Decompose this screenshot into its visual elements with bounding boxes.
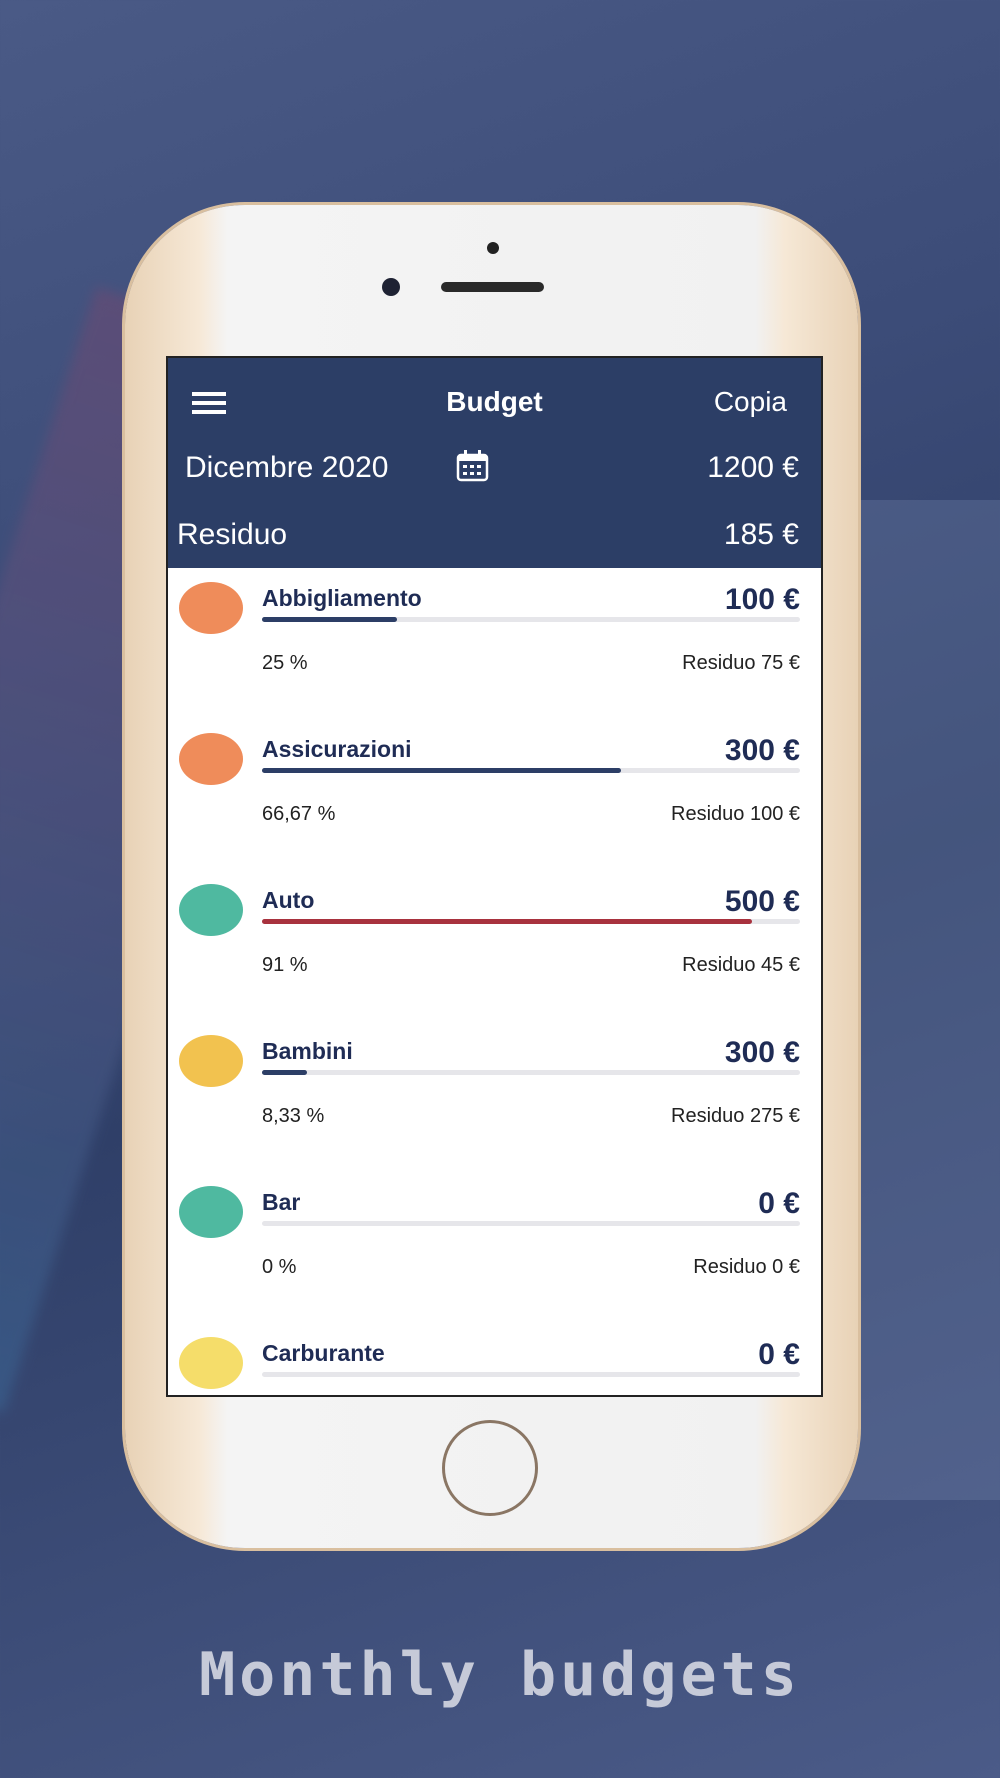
remaining-label: Residuo 275 € [671,1105,800,1127]
category-name: Assicurazioni [262,736,412,762]
remaining-label: Residuo [177,518,288,551]
category-icon [179,1035,243,1087]
menu-icon[interactable] [192,390,228,416]
remaining-label: Residuo 45 € [682,954,800,976]
budget-row[interactable]: Bar 0 € 0 % Residuo 0 € [168,1172,821,1323]
category-name: Abbigliamento [262,585,422,611]
budget-row[interactable]: Assicurazioni 300 € 66,67 % Residuo 100 € [168,719,821,870]
category-name: Auto [262,887,315,913]
budget-row[interactable]: Abbigliamento 100 € 25 % Residuo 75 € [168,568,821,719]
screen-title: Budget [446,386,543,417]
percent-label: 8,33 % [262,1105,325,1127]
category-amount: 300 € [724,734,800,767]
home-button[interactable] [442,1420,538,1516]
progress-bar [262,768,621,773]
category-amount: 0 € [758,1187,800,1220]
progress-bar [262,617,397,622]
category-icon [179,1186,243,1238]
budget-total: 1200 € [707,451,799,484]
category-icon [179,1337,243,1389]
category-name: Bar [262,1189,301,1215]
camera [382,278,400,296]
remaining-label: Residuo 0 € [693,1256,800,1278]
progress-track [262,1221,800,1226]
caption: Monthly budgets [199,1640,801,1710]
category-amount: 300 € [724,1036,800,1069]
progress-track [262,919,800,924]
percent-label: 25 % [262,652,308,674]
header: Budget Copia Dicembre 2020 1200 € Residu… [168,358,821,568]
period-label[interactable]: Dicembre 2020 [185,451,389,484]
progress-track [262,1372,800,1377]
percent-label: 0 % [262,1256,297,1278]
category-icon [179,582,243,634]
copy-button[interactable]: Copia [713,386,787,417]
percent-label: 91 % [262,954,308,976]
remaining-label: Residuo 100 € [671,803,800,825]
progress-track [262,1070,800,1075]
progress-bar [262,919,752,924]
budget-row[interactable]: Carburante 0 € [168,1323,821,1395]
remaining-amount: 185 € [723,518,799,551]
category-name: Carburante [262,1340,385,1366]
category-amount: 0 € [758,1338,800,1371]
calendar-icon[interactable] [456,450,490,482]
progress-track [262,768,800,773]
category-amount: 500 € [724,885,800,918]
progress-track [262,617,800,622]
sensor [487,242,499,254]
budget-row[interactable]: Bambini 300 € 8,33 % Residuo 275 € [168,1021,821,1172]
category-amount: 100 € [724,583,800,616]
speaker [441,282,544,292]
category-name: Bambini [262,1038,353,1064]
category-icon [179,884,243,936]
progress-bar [262,1070,307,1075]
budget-row[interactable]: Auto 500 € 91 % Residuo 45 € [168,870,821,1021]
percent-label: 66,67 % [262,803,336,825]
category-icon [179,733,243,785]
remaining-label: Residuo 75 € [682,652,800,674]
screen: Budget Copia Dicembre 2020 1200 € Residu… [166,356,823,1397]
